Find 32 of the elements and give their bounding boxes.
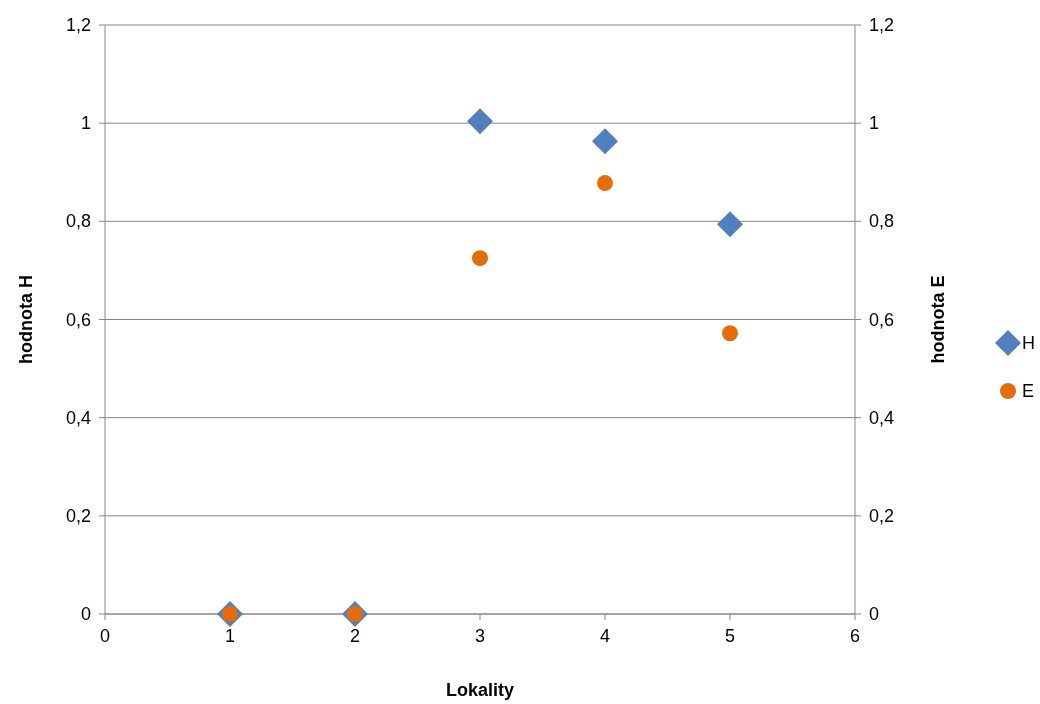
y2-axis-title: hodnota E — [928, 275, 948, 364]
point — [592, 128, 618, 155]
y-tick-label: 0,6 — [65, 309, 91, 330]
x-tick-label: 0 — [99, 626, 111, 646]
x-tick-label: 5 — [724, 626, 736, 646]
y2-tick-label: 0,4 — [869, 407, 895, 428]
x-tick-label: 6 — [849, 626, 861, 646]
y2-tick-label: 0 — [869, 604, 880, 624]
point — [717, 211, 743, 238]
y2-tick-label: 1,2 — [869, 15, 895, 35]
y-tick-label: 0 — [80, 604, 91, 624]
y2-tick-label: 0,2 — [869, 505, 895, 526]
x-tick-label: 4 — [599, 626, 611, 646]
point — [467, 108, 493, 135]
legend-label: E — [1022, 381, 1035, 401]
point — [472, 250, 488, 267]
x-tick-label: 3 — [474, 626, 486, 646]
x-axis-title: Lokality — [445, 680, 515, 700]
point — [597, 175, 613, 192]
y2-tick-label: 0,8 — [869, 211, 895, 232]
y2-tick-label: 1 — [869, 113, 880, 134]
x-tick-label: 1 — [224, 626, 236, 646]
y-tick-label: 1,2 — [65, 15, 91, 35]
legend-label: H — [1022, 333, 1035, 353]
y-tick-label: 0,4 — [65, 407, 91, 428]
y2-tick-label: 0,6 — [869, 309, 895, 330]
point — [722, 325, 738, 342]
y-tick-label: 0,8 — [65, 211, 91, 232]
y-tick-label: 1 — [80, 113, 91, 134]
y-tick-label: 0,2 — [65, 505, 91, 526]
y-axis-title: hodnota H — [16, 275, 36, 364]
x-tick-label: 2 — [349, 626, 361, 646]
